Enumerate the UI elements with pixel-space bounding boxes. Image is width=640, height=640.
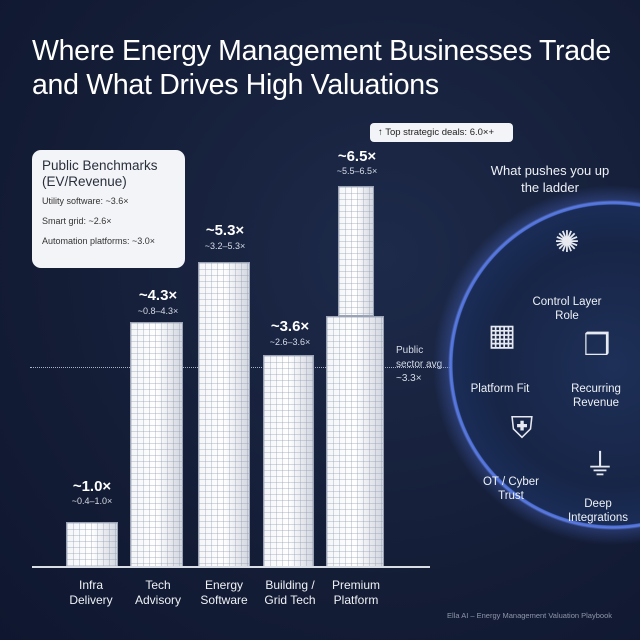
shield-lock-icon: ⛨ (510, 412, 534, 445)
driver-label: OT / Cyber Trust (482, 476, 540, 502)
public-benchmarks-card: Public Benchmarks (EV/Revenue) Utility s… (32, 150, 185, 268)
driver-label: Recurring Revenue (571, 383, 621, 409)
driver-label: Control Layer Role (532, 296, 602, 322)
building-premium-platform (326, 316, 384, 567)
building-premium-platform-top (338, 186, 374, 316)
multiple-label: ~1.0× (72, 478, 112, 495)
multiple-label: ~3.6× (270, 318, 310, 335)
category-label: Premium Platform (331, 578, 380, 607)
multiple-label: ~6.5× (337, 148, 377, 165)
benchmark-item: Automation platforms: ~3.0× (42, 236, 156, 246)
multiple-label: ~4.3× (138, 287, 178, 304)
drivers-circle (432, 185, 640, 545)
category-label: Building / Grid Tech (264, 578, 316, 607)
drivers-heading: What pushes you up the ladder (490, 163, 610, 195)
building-infra-delivery (66, 522, 118, 567)
cubes-cycle-icon: ❒ (583, 329, 611, 362)
building-grid-tech (263, 355, 314, 567)
top-deals-callout: ↑ Top strategic deals: 6.0×+ (370, 123, 513, 142)
multiple-label: ~5.3× (205, 222, 245, 239)
building-energy-software (198, 262, 250, 567)
range-label: ~3.2–5.3× (204, 241, 246, 251)
page-title: Where Energy Management Businesses Trade… (32, 35, 611, 101)
category-label: Tech Advisory (134, 578, 181, 607)
network-node-icon: ✺ (554, 226, 580, 259)
driver-label: Deep Integrations (567, 498, 629, 524)
benchmark-item: Smart grid: ~2.6× (42, 216, 112, 226)
plug-network-icon: ⏚ (585, 449, 615, 482)
benchmarks-heading: Public Benchmarks (EV/Revenue) (42, 158, 158, 189)
range-label: ~0.8–4.3× (137, 306, 179, 316)
range-label: ~2.6–3.6× (269, 337, 311, 347)
baseline (32, 566, 430, 568)
building-tech-advisory (130, 322, 183, 567)
driver-label: Platform Fit (470, 383, 530, 395)
public-average-label: Public sector avg ~3.3× (396, 345, 443, 384)
category-label: Energy Software (200, 578, 248, 607)
stacked-layers-icon: ▦ (487, 319, 517, 352)
benchmark-item: Utility software: ~3.6× (42, 196, 129, 206)
footer-credit: Ella AI – Energy Management Valuation Pl… (447, 611, 612, 620)
range-label: ~0.4–1.0× (71, 496, 113, 506)
category-label: Infra Delivery (69, 578, 113, 607)
range-label: ~5.5–6.5× (336, 166, 378, 176)
